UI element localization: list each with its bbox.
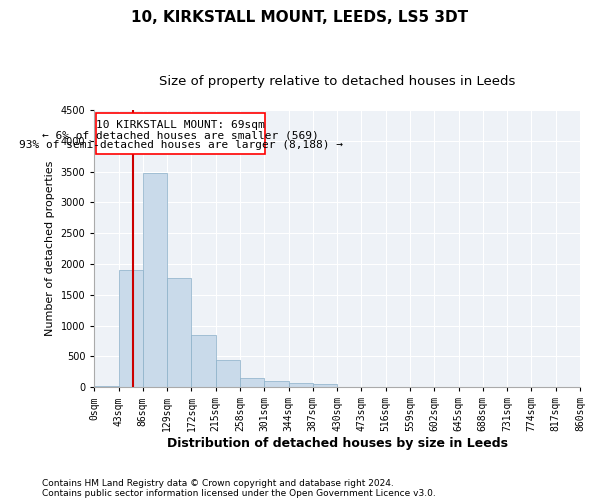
Text: 93% of semi-detached houses are larger (8,188) →: 93% of semi-detached houses are larger (… xyxy=(19,140,343,149)
Title: Size of property relative to detached houses in Leeds: Size of property relative to detached ho… xyxy=(159,75,515,88)
Text: ← 6% of detached houses are smaller (569): ← 6% of detached houses are smaller (569… xyxy=(43,130,319,140)
Text: Contains public sector information licensed under the Open Government Licence v3: Contains public sector information licen… xyxy=(42,488,436,498)
Bar xyxy=(240,378,264,387)
FancyBboxPatch shape xyxy=(96,113,265,154)
Bar xyxy=(119,270,143,387)
Bar xyxy=(216,360,240,387)
Bar xyxy=(191,336,216,387)
Text: 10 KIRKSTALL MOUNT: 69sqm: 10 KIRKSTALL MOUNT: 69sqm xyxy=(97,120,265,130)
Text: Contains HM Land Registry data © Crown copyright and database right 2024.: Contains HM Land Registry data © Crown c… xyxy=(42,478,394,488)
Y-axis label: Number of detached properties: Number of detached properties xyxy=(45,161,55,336)
X-axis label: Distribution of detached houses by size in Leeds: Distribution of detached houses by size … xyxy=(167,437,508,450)
Bar xyxy=(264,382,289,387)
Bar xyxy=(167,278,191,387)
Bar xyxy=(143,173,167,387)
Bar xyxy=(94,386,119,387)
Bar xyxy=(289,382,313,387)
Bar xyxy=(313,384,337,387)
Text: 10, KIRKSTALL MOUNT, LEEDS, LS5 3DT: 10, KIRKSTALL MOUNT, LEEDS, LS5 3DT xyxy=(131,10,469,25)
